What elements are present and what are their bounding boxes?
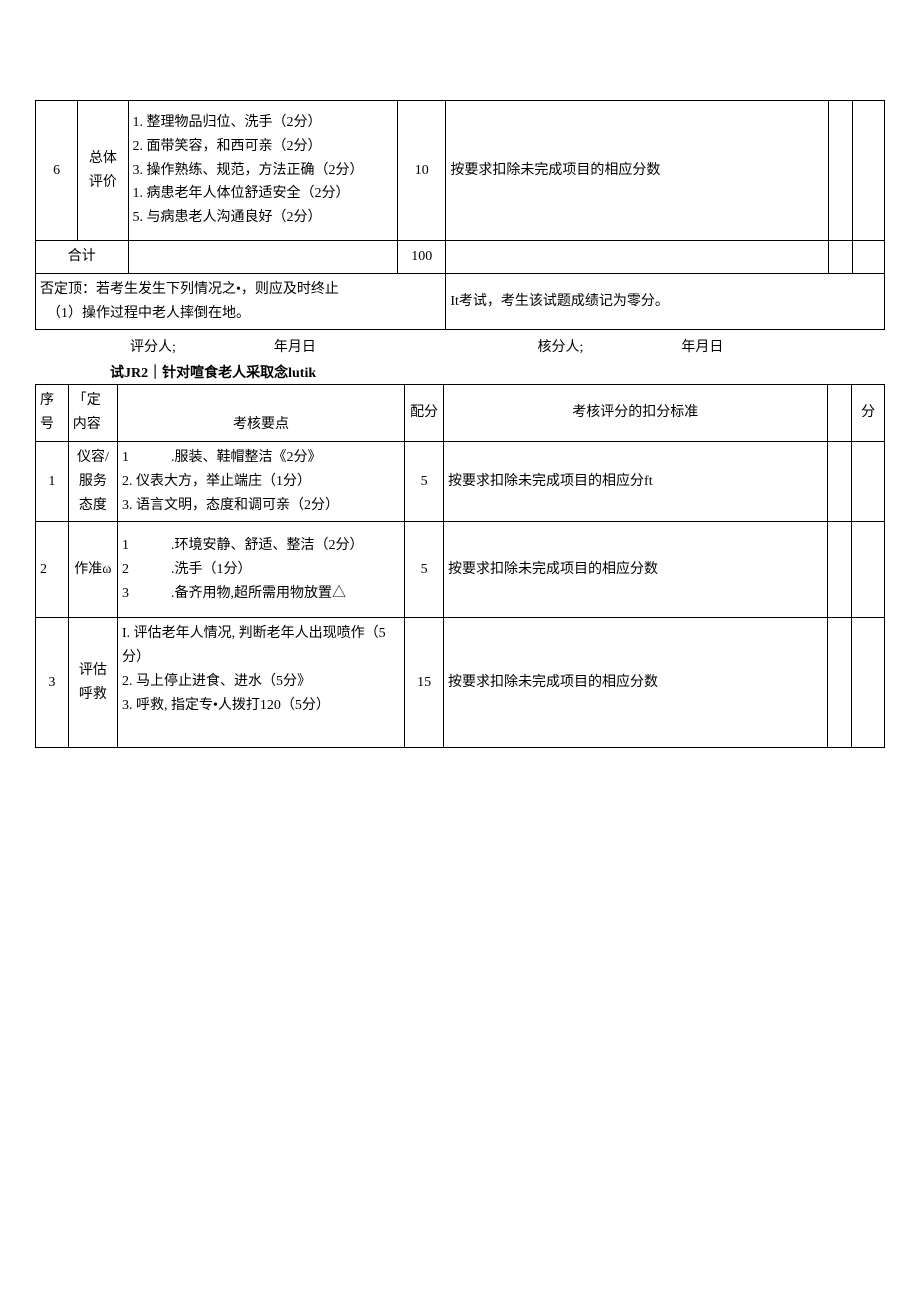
checker-signature: 核分人; 年月日	[478, 336, 886, 356]
row-label: 作准ω	[68, 522, 117, 618]
section-subtitle: 试JR2｜针对喧食老人采取念lutik	[35, 360, 885, 384]
signature-row: 评分人; 年月日 核分人; 年月日	[35, 330, 885, 360]
negative-left: 否定顶：若考生发生下列情况之•，则应及时终止 （1）操作过程中老人摔倒在地。	[36, 273, 446, 330]
total-score: 100	[398, 241, 446, 274]
blank-cell	[827, 522, 852, 618]
table-row: 1 仪容/服务态度 1 .服装、鞋帽整洁《2分》 2. 仪表大方，举止端庄（1分…	[36, 441, 885, 521]
blank-cell	[828, 241, 852, 274]
row-score: 15	[405, 618, 444, 748]
row-criteria: 按要求扣除未完成项目的相应分数	[444, 618, 827, 748]
col-points: 考核要点	[118, 385, 405, 442]
negative-row: 否定顶：若考生发生下列情况之•，则应及时终止 （1）操作过程中老人摔倒在地。 I…	[36, 273, 885, 330]
row-criteria: 按要求扣除未完成项目的相应分数	[444, 522, 827, 618]
row-label: 仪容/服务态度	[68, 441, 117, 521]
table-header-row: 序号 「定内容 考核要点 配分 考核评分的扣分标准 分	[36, 385, 885, 442]
col-content: 「定内容	[68, 385, 117, 442]
blank-cell	[827, 618, 852, 748]
blank-cell	[852, 522, 885, 618]
reviewer-signature: 评分人; 年月日	[35, 336, 478, 356]
row-points: 1. 整理物品归位、洗手（2分） 2. 面带笑容，和西可亲（2分） 3. 操作熟…	[128, 101, 398, 241]
col-criteria: 考核评分的扣分标准	[444, 385, 827, 442]
evaluation-table-1: 6 总体评价 1. 整理物品归位、洗手（2分） 2. 面带笑容，和西可亲（2分）…	[35, 100, 885, 330]
blank-cell	[852, 101, 884, 241]
table-row: 6 总体评价 1. 整理物品归位、洗手（2分） 2. 面带笑容，和西可亲（2分）…	[36, 101, 885, 241]
evaluation-table-2: 序号 「定内容 考核要点 配分 考核评分的扣分标准 分 1 仪容/服务态度 1 …	[35, 384, 885, 748]
total-row: 合计 100	[36, 241, 885, 274]
row-points: I. 评估老年人情况, 判断老年人出现喷作（5分） 2. 马上停止进食、进水（5…	[118, 618, 405, 748]
row-points: 1 .环境安静、舒适、整洁（2分） 2 .洗手（1分） 3 .备齐用物,超所需用…	[118, 522, 405, 618]
negative-right: It考试，考生该试题成绩记为零分。	[446, 273, 885, 330]
col-score: 配分	[405, 385, 444, 442]
row-label: 总体评价	[78, 101, 128, 241]
blank-cell	[852, 618, 885, 748]
total-label: 合计	[36, 241, 129, 274]
row-score: 10	[398, 101, 446, 241]
table-row: 2 作准ω 1 .环境安静、舒适、整洁（2分） 2 .洗手（1分） 3 .备齐用…	[36, 522, 885, 618]
row-num: 6	[36, 101, 78, 241]
col-mark: 分	[852, 385, 885, 442]
row-score: 5	[405, 522, 444, 618]
blank-cell	[828, 101, 852, 241]
blank-cell	[852, 441, 885, 521]
blank-cell	[446, 241, 828, 274]
blank-cell	[852, 241, 884, 274]
row-criteria: 按要求扣除未完成项目的相应分ft	[444, 441, 827, 521]
row-points: 1 .服装、鞋帽整洁《2分》 2. 仪表大方，举止端庄（1分） 3. 语言文明，…	[118, 441, 405, 521]
row-label: 评估呼救	[68, 618, 117, 748]
row-criteria: 按要求扣除未完成项目的相应分数	[446, 101, 828, 241]
blank-cell	[827, 385, 852, 442]
table-row: 3 评估呼救 I. 评估老年人情况, 判断老年人出现喷作（5分） 2. 马上停止…	[36, 618, 885, 748]
row-num: 1	[36, 441, 69, 521]
row-num: 3	[36, 618, 69, 748]
blank-cell	[827, 441, 852, 521]
row-num: 2	[36, 522, 69, 618]
col-seq: 序号	[36, 385, 69, 442]
blank-cell	[128, 241, 398, 274]
row-score: 5	[405, 441, 444, 521]
